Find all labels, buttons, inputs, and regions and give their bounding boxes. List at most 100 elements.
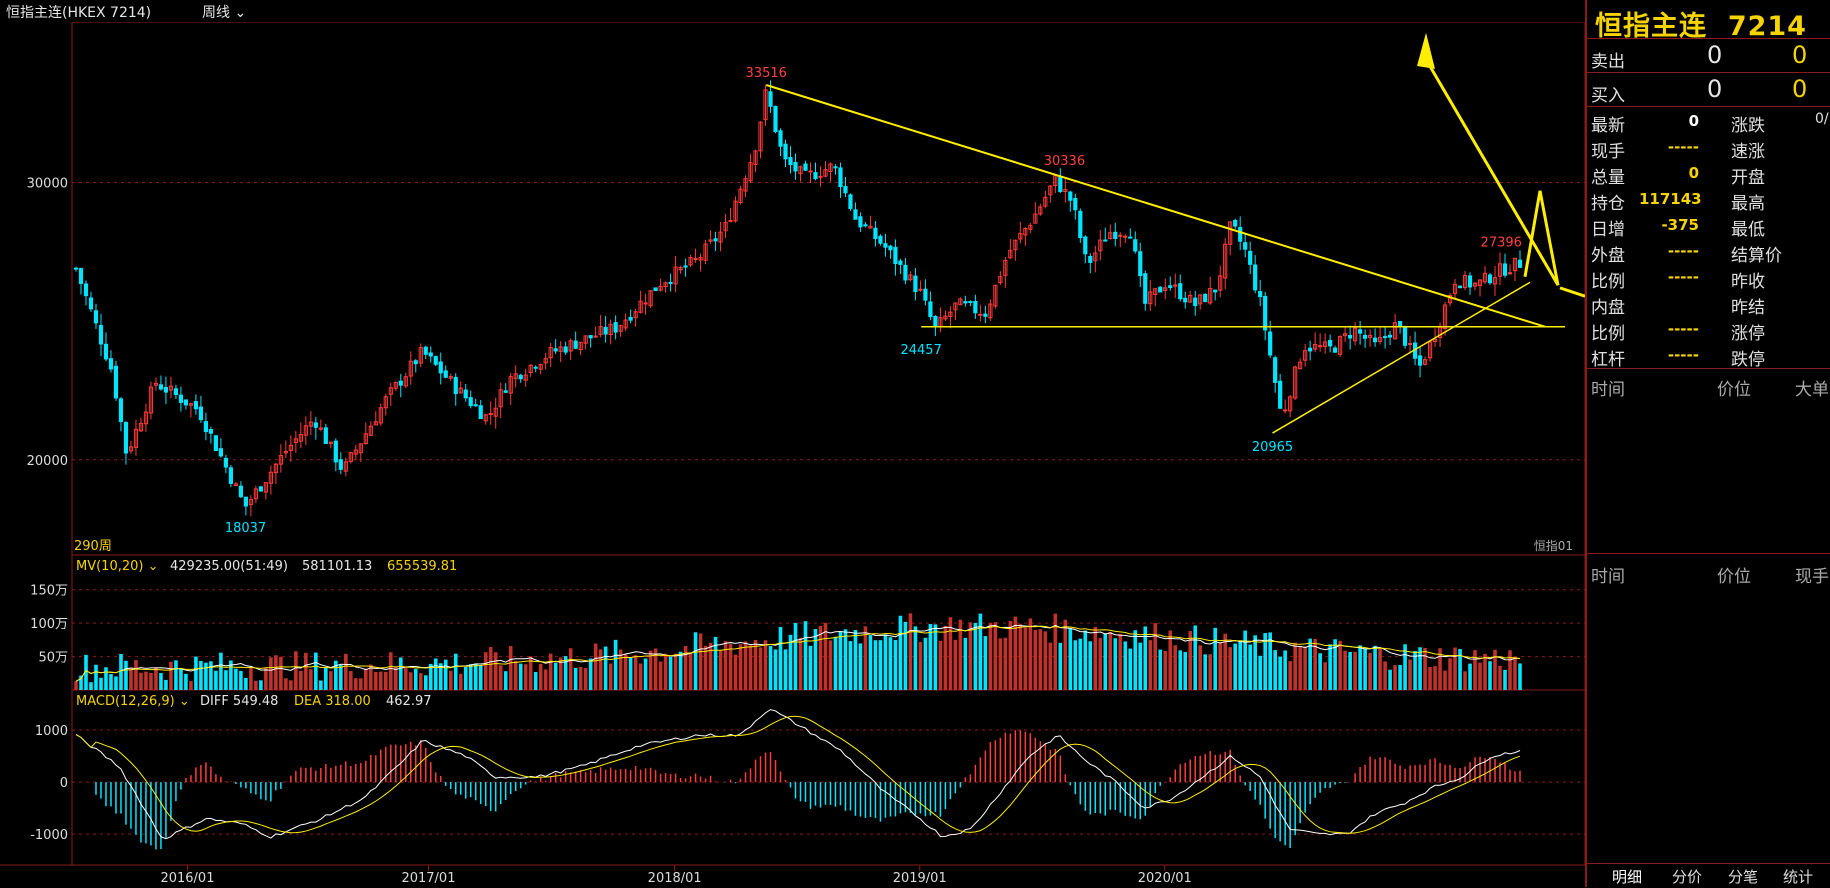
resistance-trendline	[765, 84, 1546, 328]
candle-body	[613, 322, 618, 333]
tab-stats[interactable]: 统计	[1783, 868, 1814, 886]
candle-body	[1098, 239, 1103, 252]
candle-body	[968, 301, 973, 304]
sell-row[interactable]: 卖出 0 0	[1587, 38, 1830, 73]
candle-body	[568, 340, 573, 352]
volume-bar	[1118, 633, 1123, 690]
candle-body	[1392, 322, 1398, 340]
candle-body	[708, 239, 713, 242]
candle-body	[863, 224, 868, 227]
candle-body	[88, 297, 94, 310]
volume-bar	[488, 646, 493, 690]
candle-body	[1487, 274, 1493, 284]
candle-body	[973, 301, 978, 314]
volume-bar	[249, 667, 253, 690]
volume-bar	[833, 636, 838, 690]
macd-legend: MACD(12,26,9) ⌄	[76, 694, 190, 709]
volume-bar	[149, 672, 153, 690]
candle-body	[608, 323, 613, 335]
candle-body	[253, 488, 258, 500]
top-bar: 恒指主连(HKEX 7214) 周线 ⌄	[0, 0, 1585, 22]
volume-bar	[583, 668, 588, 690]
candle-body	[1248, 250, 1253, 265]
candle-body	[638, 300, 643, 313]
tab-ticks[interactable]: 分笔	[1728, 868, 1759, 886]
volume-bar	[1068, 628, 1073, 690]
candle-body	[458, 387, 463, 394]
candle-body	[323, 427, 328, 444]
volume-bar	[74, 681, 78, 690]
volume-bar	[1408, 659, 1412, 690]
candle-body	[578, 341, 583, 350]
volume-bar	[219, 652, 223, 690]
volume-bar	[863, 626, 868, 690]
candle-body	[378, 407, 383, 424]
volume-bar	[713, 636, 718, 690]
candle-body	[473, 404, 478, 407]
volume-bar	[773, 649, 778, 690]
candle-body	[1353, 327, 1358, 342]
candle-body	[1228, 221, 1233, 245]
volume-bar	[319, 680, 323, 690]
candle-body	[468, 397, 473, 407]
volume-bar	[1003, 637, 1008, 690]
candle-body	[83, 283, 89, 297]
candle-body	[148, 386, 154, 414]
volume-bar	[1363, 648, 1367, 690]
volume-bar	[1503, 669, 1507, 690]
volume-bar	[1133, 630, 1138, 690]
volume-bar	[1338, 640, 1342, 690]
volume-bar	[289, 680, 293, 690]
volume-bar	[498, 665, 503, 690]
volume-bar	[433, 658, 438, 690]
volume-bar	[134, 660, 138, 690]
candle-body	[743, 178, 748, 192]
period-selector[interactable]: 周线 ⌄	[202, 5, 247, 21]
volume-bar	[179, 668, 183, 690]
volume-bar	[508, 646, 513, 690]
volume-bar	[468, 664, 473, 690]
candle-body	[443, 370, 448, 378]
chart-canvas: 20000 30000 33516 30336 27396 24457 20965 18037…	[0, 21, 1585, 886]
volume-bar	[1138, 642, 1143, 690]
volume-bar	[748, 645, 753, 690]
candle-body	[1083, 236, 1088, 255]
instrument-title: 恒指主连(HKEX 7214)	[6, 5, 152, 21]
candle-body	[463, 389, 468, 399]
candle-body	[1358, 329, 1363, 334]
price-annotation: 20965	[1252, 440, 1293, 455]
volume-bar	[1123, 641, 1128, 690]
volume-bar	[1108, 631, 1113, 690]
panel-tabs: 明细 分价 分笔 统计	[1587, 863, 1830, 888]
candle-body	[1218, 275, 1223, 291]
tab-price-dist[interactable]: 分价	[1672, 868, 1703, 886]
buy-row[interactable]: 买入 0 0	[1587, 72, 1830, 107]
quote-label: 外盘	[1591, 246, 1625, 266]
quote-label: 最高	[1731, 194, 1765, 214]
candle-body	[703, 243, 708, 261]
volume-legend: MV(10,20) ⌄	[76, 559, 159, 574]
candle-body	[303, 425, 308, 436]
candle-body	[713, 238, 718, 242]
volume-bar	[239, 670, 243, 690]
tab-detail[interactable]: 明细	[1612, 868, 1643, 886]
volume-bar	[783, 649, 788, 690]
candle-body	[598, 326, 603, 335]
quote-value: 0	[1688, 164, 1699, 182]
volume-bar	[573, 668, 578, 690]
candle-body	[103, 343, 109, 360]
volume-bar	[448, 670, 453, 690]
candle-body	[428, 352, 433, 357]
volume-bar	[1018, 624, 1023, 690]
volume-bar	[868, 635, 873, 690]
candle-body	[1263, 295, 1268, 331]
candle-body	[1323, 341, 1328, 348]
candle-body	[478, 405, 483, 420]
candle-body	[928, 301, 933, 318]
candle-body	[813, 172, 818, 180]
candle-body	[318, 427, 323, 430]
volume-bar	[1308, 638, 1312, 690]
candle-body	[1183, 297, 1188, 303]
candle-body	[1113, 231, 1118, 239]
volume-bar	[1378, 647, 1382, 690]
